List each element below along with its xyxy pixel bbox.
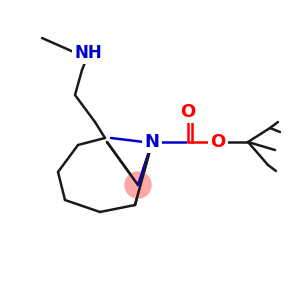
Text: O: O: [180, 103, 196, 121]
Text: N: N: [145, 133, 160, 151]
Circle shape: [125, 172, 151, 198]
Text: NH: NH: [74, 44, 102, 62]
Text: O: O: [210, 133, 226, 151]
